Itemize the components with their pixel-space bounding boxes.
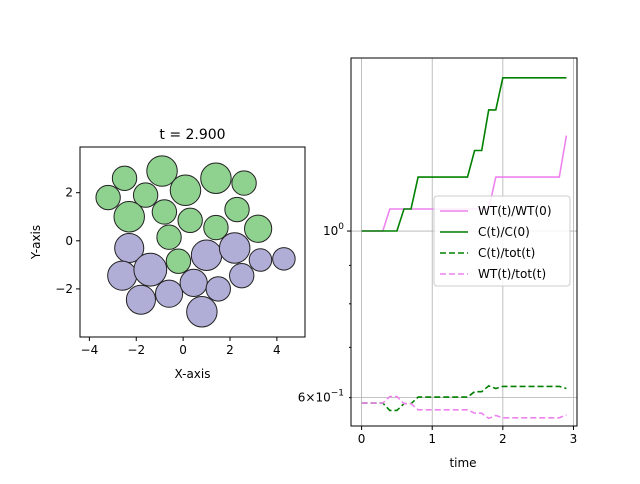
- particles-xlabel: X-axis: [175, 367, 211, 381]
- timeseries-xlabel: time: [449, 456, 476, 470]
- particle-purple: [133, 252, 168, 287]
- particle-green: [169, 174, 202, 207]
- legend-label: WT(t)/tot(t): [478, 267, 546, 281]
- series-line: [361, 77, 567, 232]
- particle-purple: [107, 260, 138, 291]
- particle-circles: [95, 155, 296, 328]
- particle-purple: [272, 247, 296, 271]
- particles-frame: [79, 146, 306, 338]
- particle-green: [203, 214, 229, 241]
- legend: WT(t)/WT(0) C(t)/C(0) C(t)/tot(t) WT(t)/tot…: [433, 195, 571, 287]
- x-tick-label: −4: [81, 343, 99, 357]
- particle-purple: [248, 248, 273, 272]
- particles-title: t = 2.900: [159, 127, 225, 143]
- particles-axes: t = 2.900 −4 −2 0 2 4 −2 0 2 X-axis Y-axis: [29, 127, 306, 381]
- series-line: [361, 395, 567, 420]
- x-tick-label: 1: [428, 432, 436, 446]
- legend-entries: WT(t)/WT(0) C(t)/C(0) C(t)/tot(t) WT(t)/tot…: [440, 204, 552, 281]
- y-tick-label: 0: [65, 234, 73, 248]
- particle-purple: [154, 279, 184, 308]
- particle-green: [224, 196, 250, 223]
- particle-green: [177, 207, 203, 234]
- particle-purple: [229, 262, 255, 289]
- y-tick-label: −2: [55, 282, 73, 296]
- y-tick-label: 2: [65, 186, 73, 200]
- particle-green: [156, 224, 182, 250]
- particle-purple: [125, 284, 156, 315]
- particle-green: [111, 165, 138, 191]
- particle-green: [132, 182, 159, 208]
- particle-purple: [218, 232, 251, 264]
- x-tick-label: 2: [499, 432, 507, 446]
- particles-y-ticks: −2 0 2: [55, 186, 80, 296]
- particle-green: [244, 214, 273, 243]
- x-tick-label: −2: [127, 343, 145, 357]
- x-tick-label: 4: [273, 343, 281, 357]
- x-tick-label: 2: [226, 343, 234, 357]
- x-tick-label: 0: [358, 432, 366, 446]
- particle-purple: [190, 239, 223, 271]
- particle-purple: [205, 276, 231, 302]
- legend-label: C(t)/tot(t): [478, 246, 535, 260]
- legend-label: C(t)/C(0): [478, 225, 530, 239]
- particle-green: [113, 201, 145, 233]
- timeseries-frame: [350, 57, 578, 427]
- legend-box: [433, 195, 571, 287]
- particle-purple: [186, 296, 218, 328]
- particle-green: [200, 162, 232, 195]
- particle-green: [146, 155, 178, 187]
- particles-x-ticks: −4 −2 0 2 4: [81, 337, 281, 357]
- particle-purple: [179, 268, 208, 297]
- legend-label: WT(t)/WT(0): [478, 204, 552, 218]
- particle-green: [151, 199, 178, 225]
- timeseries-x-ticks: 0 1 2 3: [358, 426, 578, 446]
- x-tick-label: 3: [570, 432, 578, 446]
- particle-green: [231, 170, 257, 196]
- particles-ylabel: Y-axis: [29, 225, 43, 260]
- x-tick-label: 0: [179, 343, 187, 357]
- particle-green: [165, 248, 192, 274]
- particle-green: [95, 184, 121, 211]
